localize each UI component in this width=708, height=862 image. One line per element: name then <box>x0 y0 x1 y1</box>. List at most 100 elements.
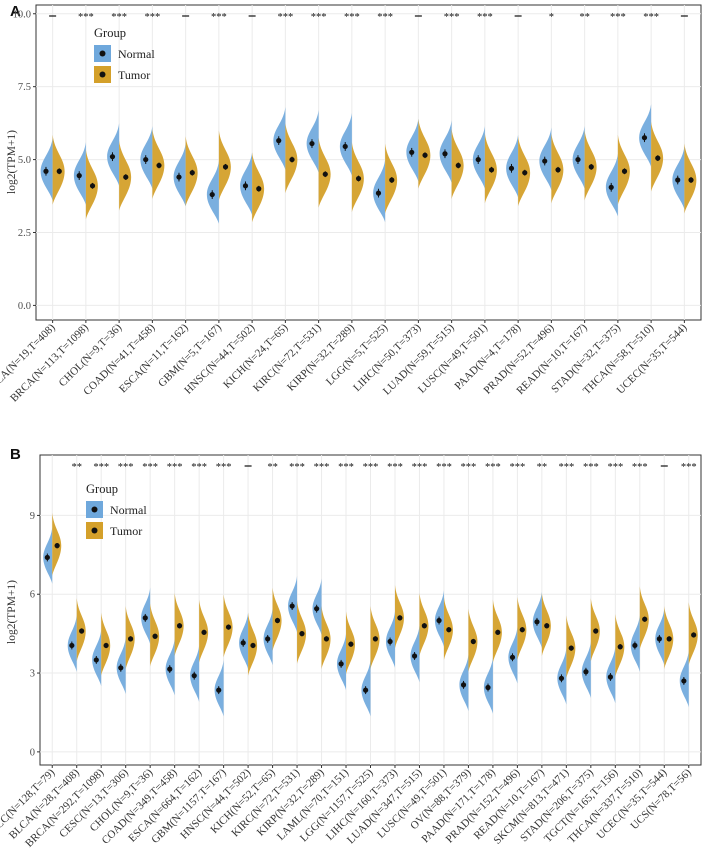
panel-b-legend: Group Normal Tumor <box>86 482 147 539</box>
y-tick-label: 0 <box>30 747 35 758</box>
panel-a-median-points <box>43 133 694 199</box>
point-normal <box>363 687 369 693</box>
panel-b-median-points <box>44 543 697 695</box>
x-tick-label: LGG(N=5,T=525) <box>324 321 391 388</box>
point-normal <box>632 642 638 649</box>
significance-label: *** <box>216 462 232 473</box>
significance-label: *** <box>145 12 161 23</box>
point-tumor <box>666 636 672 642</box>
point-normal <box>475 156 481 163</box>
panel-a-letter: A <box>10 3 21 20</box>
point-normal <box>460 682 467 688</box>
legend-tumor-label: Tumor <box>110 524 142 538</box>
significance-label: *** <box>643 12 659 23</box>
legend-normal-dot <box>99 50 106 57</box>
point-normal <box>314 606 320 612</box>
significance-label: *** <box>118 462 134 473</box>
point-tumor <box>555 167 561 173</box>
significance-label: *** <box>436 462 452 473</box>
significance-label: *** <box>191 462 207 473</box>
point-normal <box>681 678 687 684</box>
legend-normal-label: Normal <box>118 47 155 61</box>
point-tumor <box>455 162 461 169</box>
legend-title: Group <box>94 26 126 40</box>
point-tumor <box>621 168 628 174</box>
point-tumor <box>488 167 495 173</box>
point-tumor <box>201 629 207 635</box>
point-normal <box>542 158 548 164</box>
point-normal <box>242 183 249 189</box>
significance-label: *** <box>444 12 460 23</box>
significance-label: ** <box>267 462 278 473</box>
point-normal <box>409 149 415 155</box>
point-normal <box>69 642 75 649</box>
significance-label: *** <box>167 462 183 473</box>
point-normal <box>76 173 82 179</box>
point-tumor <box>79 628 85 634</box>
panel-a: A 0.02.55.07.510.0 log2(TPM+1) - *** *** **… <box>0 3 702 405</box>
significance-label: *** <box>583 462 599 473</box>
point-normal <box>641 135 648 141</box>
point-tumor <box>389 177 395 183</box>
point-normal <box>167 666 173 672</box>
significance-ns-text: - <box>663 460 667 471</box>
significance-label: *** <box>338 462 354 473</box>
point-normal <box>342 143 348 150</box>
significance-label: *** <box>610 12 626 23</box>
point-tumor <box>495 629 501 635</box>
panel-b-significance: ** *** *** *** *** *** *** - ** *** *** *** *** *** **… <box>71 460 697 473</box>
significance-ns-text: - <box>683 10 687 21</box>
point-tumor <box>519 627 525 633</box>
significance-label: *** <box>607 462 623 473</box>
point-tumor <box>322 171 328 177</box>
point-tumor <box>289 156 295 163</box>
point-tumor <box>54 543 60 549</box>
point-normal <box>109 154 116 160</box>
point-normal <box>240 640 246 646</box>
point-tumor <box>348 641 354 647</box>
significance-label: *** <box>344 12 360 23</box>
point-normal <box>675 177 681 183</box>
point-tumor <box>593 628 599 634</box>
point-normal <box>191 673 197 679</box>
significance-label: *** <box>412 462 428 473</box>
significance-label: *** <box>477 12 493 23</box>
point-tumor <box>688 177 694 183</box>
y-tick-label: 5.0 <box>18 155 31 166</box>
point-tumor <box>250 642 256 649</box>
point-normal <box>142 615 148 621</box>
significance-label: *** <box>278 12 294 23</box>
point-tumor <box>89 183 96 189</box>
point-normal <box>607 674 614 680</box>
significance-label: *** <box>211 12 227 23</box>
point-normal <box>43 168 49 174</box>
significance-label: *** <box>311 12 327 23</box>
significance-label: *** <box>681 462 697 473</box>
point-normal <box>575 156 581 163</box>
point-tumor <box>323 636 330 642</box>
point-normal <box>485 684 491 691</box>
significance-label: *** <box>142 462 158 473</box>
significance-ns-text: - <box>250 10 254 21</box>
significance-ns-text: - <box>51 10 55 21</box>
point-normal <box>375 190 382 196</box>
point-tumor <box>274 617 281 624</box>
legend-tumor-dot <box>91 527 98 534</box>
point-tumor <box>123 174 129 180</box>
point-normal <box>656 636 662 642</box>
point-tumor <box>422 152 428 158</box>
point-normal <box>338 661 344 667</box>
point-normal <box>583 669 589 675</box>
point-tumor <box>256 186 262 192</box>
panel-a-x-tick-labels: BLCA(N=19,T=408)BRCA(N=113,T=1098)CHOL(N… <box>0 320 690 405</box>
point-normal <box>176 174 182 180</box>
point-normal <box>508 165 515 171</box>
significance-label: * <box>549 12 554 23</box>
point-tumor <box>127 636 134 642</box>
point-normal <box>216 687 222 693</box>
point-normal <box>558 675 565 681</box>
panel-a-legend: Group Normal Tumor <box>94 26 155 83</box>
point-normal <box>143 156 149 163</box>
significance-label: *** <box>93 462 109 473</box>
